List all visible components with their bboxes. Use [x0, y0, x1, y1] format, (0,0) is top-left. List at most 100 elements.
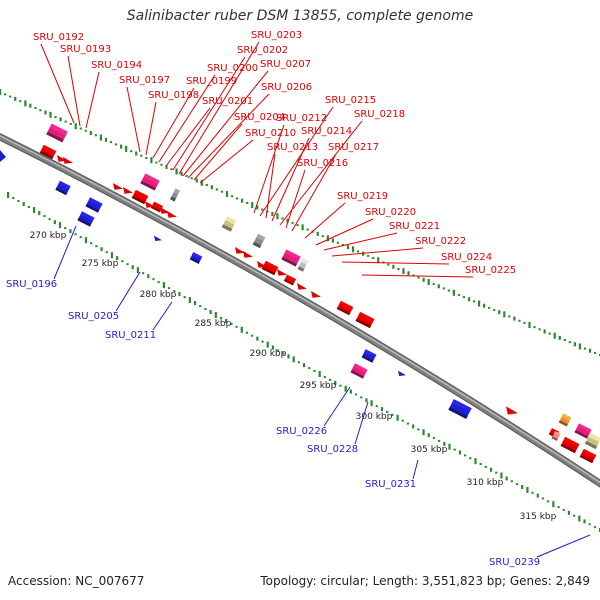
gc-bar: [104, 137, 108, 142]
forward-arrow: [311, 291, 321, 298]
gc-bar: [372, 257, 375, 260]
gc-bar: [147, 274, 150, 279]
rna-gene: [350, 363, 368, 379]
gc-bar: [558, 335, 561, 340]
reverse-gene-shine: [80, 211, 95, 221]
gene-label-sru-0202: SRU_0202: [237, 45, 288, 56]
gc-bar: [365, 398, 368, 403]
gene-label-sru-0198: SRU_0198: [148, 90, 199, 101]
reverse-gene: [448, 399, 472, 419]
gene-label-sru-0197: SRU_0197: [119, 75, 170, 86]
gc-bar: [567, 510, 571, 515]
gc-bar: [334, 380, 337, 385]
gc-bar: [121, 260, 124, 263]
forward-gene-shine: [563, 436, 580, 448]
gc-bar: [195, 178, 198, 183]
gc-bar: [261, 208, 264, 211]
gene-label-sru-0207: SRU_0207: [260, 59, 311, 70]
gc-bar: [64, 227, 67, 230]
tick-label: 280 kbp: [140, 290, 177, 300]
gene-label-sru-0220: SRU_0220: [365, 207, 416, 218]
gc-bar: [346, 245, 350, 250]
gc-bar: [32, 207, 36, 214]
forward-gene-face: [560, 436, 580, 454]
gc-bar: [583, 347, 587, 350]
gc-bar: [407, 271, 410, 276]
gc-bar: [326, 235, 329, 242]
gc-bar: [135, 151, 138, 156]
other-gene-shine: [301, 258, 309, 265]
gc-bar: [188, 297, 191, 304]
gene-label-sru-0239: SRU_0239: [489, 557, 540, 568]
tick-label: 310 kbp: [467, 478, 504, 488]
forward-arrow: [243, 251, 253, 258]
gene-label-sru-0215: SRU_0215: [325, 95, 376, 106]
gc-bar: [130, 150, 133, 153]
gc-bar: [0, 89, 2, 95]
other-gene: [252, 233, 266, 249]
gc-bar: [469, 457, 472, 460]
reverse-gene: [189, 252, 203, 264]
rna-gene-shade: [140, 180, 156, 191]
gc-bar: [150, 157, 153, 164]
forward-gene-shade: [560, 443, 576, 454]
gc-bar: [225, 190, 229, 197]
gc-bar: [209, 309, 212, 314]
gene-label-sru-0204: SRU_0204: [234, 112, 285, 123]
gc-bar: [90, 242, 93, 245]
rna-gene-shine: [284, 249, 301, 261]
gc-bar: [125, 145, 128, 152]
gc-bar: [336, 241, 340, 244]
gc-bar: [448, 443, 451, 450]
leader-line: [331, 247, 424, 257]
gc-bar: [467, 297, 471, 302]
gc-bar: [110, 252, 114, 259]
gene-label-sru-0218: SRU_0218: [354, 109, 405, 120]
gc-bar: [145, 156, 148, 159]
gc-bar: [533, 326, 536, 329]
rna-gene-face: [281, 249, 301, 267]
leader-line: [259, 106, 334, 217]
gc-bar: [29, 103, 32, 108]
gc-bar: [427, 433, 430, 438]
gc-bar: [442, 287, 445, 290]
gene-label-sru-0225: SRU_0225: [465, 265, 516, 276]
forward-gene: [355, 311, 375, 329]
gc-bar: [562, 508, 565, 511]
gc-bar: [479, 463, 482, 466]
gc-bar: [99, 134, 103, 141]
pseudo-gene-shade: [584, 440, 597, 450]
gc-bar: [27, 206, 30, 209]
gc-bar: [308, 367, 311, 370]
leader-line: [354, 401, 369, 445]
leader-line: [115, 271, 141, 312]
gc-bar: [375, 405, 378, 408]
gc-bar: [503, 311, 506, 318]
gc-bar: [488, 306, 491, 309]
reverse-gene-face: [448, 399, 472, 419]
other-gene-shade: [252, 241, 262, 249]
gene-label-sru-0212: SRU_0212: [276, 113, 327, 124]
gc-bar: [568, 341, 571, 344]
leader-line: [182, 70, 269, 177]
forward-gene: [261, 260, 279, 276]
gc-bar: [493, 309, 496, 312]
gc-bar: [331, 238, 334, 243]
gc-bar: [277, 349, 280, 352]
gc-bar: [235, 325, 238, 328]
gc-bar: [396, 414, 399, 421]
forward-gene-face: [150, 201, 164, 213]
forward-gene-shine: [582, 448, 597, 458]
gc-bar: [126, 263, 129, 266]
gc-bar: [205, 183, 208, 186]
gc-bar: [142, 272, 145, 275]
gc-bar: [204, 308, 207, 311]
forward-gene-shade: [261, 266, 276, 276]
gc-bar: [377, 257, 380, 264]
other-gene: [297, 258, 309, 272]
reverse-gene-shine: [451, 399, 472, 412]
gc-bar: [297, 361, 301, 364]
gc-bar: [402, 268, 405, 275]
label-leader-lines: [40, 41, 591, 558]
